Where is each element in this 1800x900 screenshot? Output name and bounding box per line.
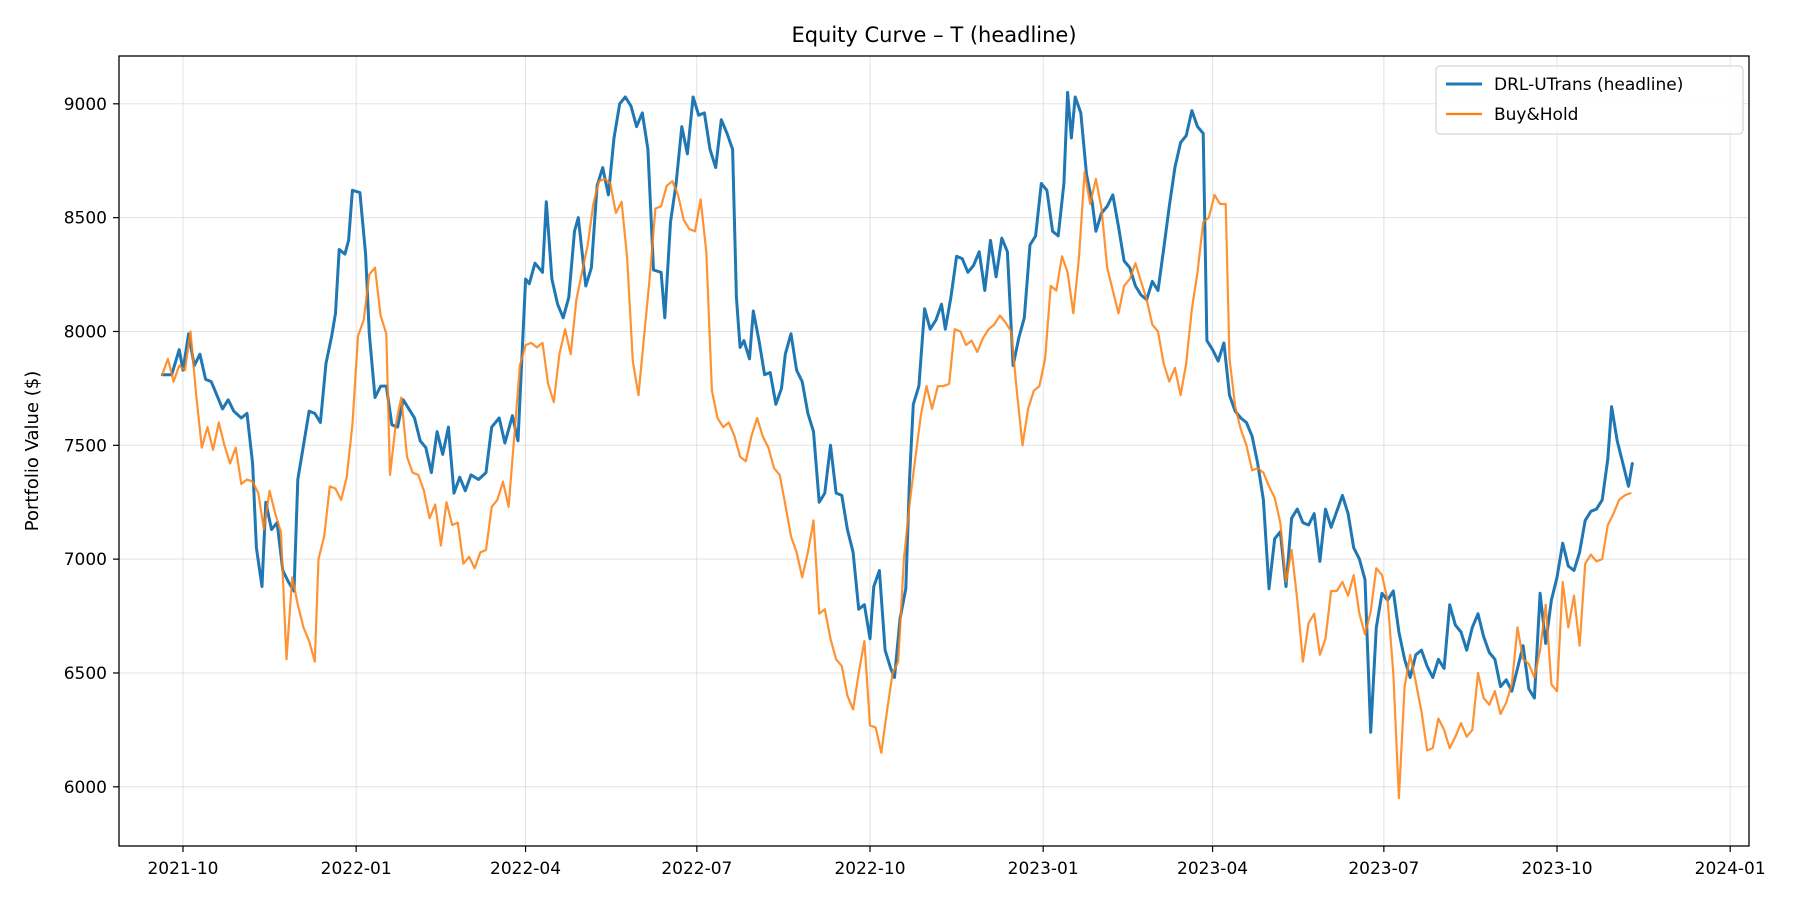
series-line-0 — [160, 90, 1634, 734]
y-axis: 6000 6500 7000 7500 8000 8500 9000 — [64, 95, 119, 798]
x-axis: 2021-10 2022-01 2022-04 2022-07 2022-10 2023-… — [147, 846, 1766, 879]
y-tick-label: 8500 — [64, 209, 107, 229]
y-tick-label: 7500 — [64, 436, 107, 456]
x-tick-label: 2023-07 — [1348, 859, 1419, 879]
legend-label-0: DRL-UTrans (headline) — [1494, 75, 1683, 95]
chart-title: Equity Curve – T (headline) — [791, 23, 1076, 47]
series-line-1 — [161, 171, 1632, 800]
legend-label-1: Buy&Hold — [1494, 105, 1578, 125]
y-axis-title: Portfolio Value ($) — [22, 371, 43, 531]
x-tick-label: 2022-10 — [834, 859, 905, 879]
y-tick-label: 9000 — [64, 95, 107, 115]
x-tick-label: 2022-01 — [321, 859, 392, 879]
grid — [119, 56, 1749, 846]
x-tick-label: 2024-01 — [1695, 859, 1766, 879]
series-lines — [160, 90, 1634, 800]
x-tick-label: 2021-10 — [147, 859, 218, 879]
y-tick-label: 8000 — [64, 322, 107, 342]
y-tick-label: 6000 — [64, 778, 107, 798]
legend-box — [1435, 65, 1744, 135]
x-tick-label: 2023-01 — [1008, 859, 1079, 879]
x-tick-label: 2023-04 — [1177, 859, 1248, 879]
y-tick-label: 7000 — [64, 550, 107, 570]
y-tick-label: 6500 — [64, 664, 107, 684]
x-tick-label: 2023-10 — [1521, 859, 1592, 879]
x-tick-label: 2022-07 — [661, 859, 732, 879]
legend: DRL-UTrans (headline) Buy&Hold — [1435, 65, 1744, 135]
plot-frame — [118, 55, 1750, 847]
x-tick-label: 2022-04 — [490, 859, 561, 879]
